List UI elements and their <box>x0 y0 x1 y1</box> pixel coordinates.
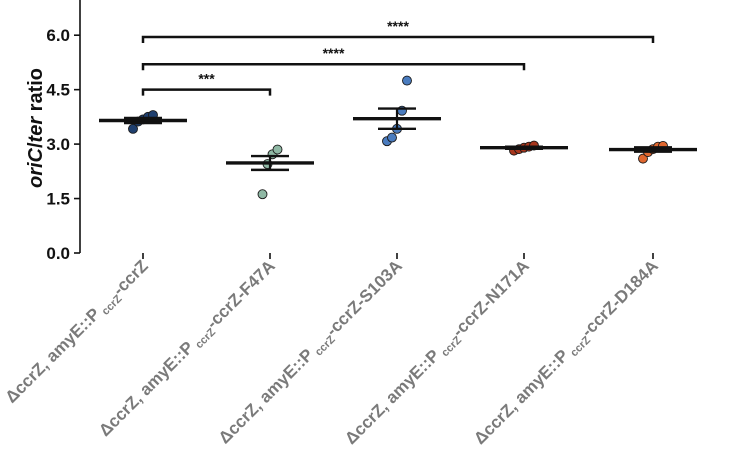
significance-bracket-2 <box>141 35 655 44</box>
significance-label-2: **** <box>387 18 409 34</box>
mean-sem-bars <box>99 107 697 172</box>
y-tick-label-3: 4.5 <box>46 81 70 100</box>
significance-bracket-0 <box>141 88 272 96</box>
data-point-4-0 <box>638 153 648 164</box>
y-axis-label: oriC/ter ratio <box>25 68 47 188</box>
significance-label-0: *** <box>198 71 215 87</box>
significance-label-1: **** <box>323 45 345 61</box>
data-point-1-0 <box>257 189 268 200</box>
data-point-2-4 <box>402 75 412 86</box>
y-tick-label-0: 0.0 <box>46 244 70 263</box>
significance-brackets: *********** <box>141 18 655 96</box>
y-tick-label-1: 1.5 <box>46 190 70 209</box>
data-point-0-0 <box>128 123 138 134</box>
y-ticks: 0.0 1.5 3.0 4.5 6.0 <box>46 26 80 263</box>
x-category-label-0: ΔccrZ, amyE::P ccrZ-ccrZ <box>2 256 154 408</box>
y-tick-label-4: 6.0 <box>46 26 70 45</box>
y-tick-label-2: 3.0 <box>46 135 70 154</box>
data-point-2-1 <box>387 132 397 143</box>
data-point-1-3 <box>272 144 283 155</box>
significance-bracket-1 <box>141 62 526 71</box>
data-points <box>128 75 668 200</box>
